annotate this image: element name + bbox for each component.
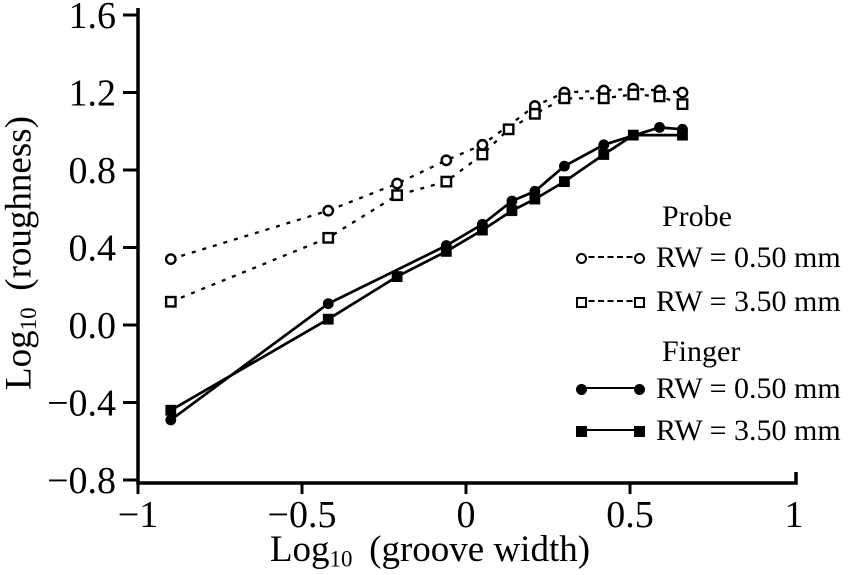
open-square-marker [558, 92, 571, 105]
filled-square-marker [627, 129, 639, 141]
open-circle-marker [676, 86, 689, 99]
dashed-line-sample [579, 299, 642, 302]
open-circle-marker [391, 177, 404, 190]
open-square-icon [634, 296, 645, 308]
filled-square-marker [440, 245, 452, 257]
y-tick-label: 0.4 [69, 228, 117, 270]
filled-circle-marker [506, 195, 518, 207]
x-axis-label-main: Log [269, 529, 330, 570]
y-tick-label: −0.8 [47, 460, 116, 502]
y-tick-label: −0.4 [47, 383, 116, 425]
x-tick-label: 1 [785, 494, 804, 536]
solid-line-sample [579, 386, 642, 389]
legend-entry-finger-rw050: RW = 0.50 mm [576, 374, 841, 404]
x-tick-label: 0.5 [606, 494, 654, 536]
filled-square-marker [529, 193, 541, 205]
filled-square-icon [576, 425, 587, 437]
open-square-marker [440, 175, 453, 188]
y-tick-label: 0.8 [69, 150, 117, 192]
x-tick-label: −1 [118, 494, 158, 536]
filled-square-marker [677, 129, 688, 141]
solid-line-sample [579, 428, 642, 431]
filled-square-icon [634, 425, 645, 437]
legend-sample-filled-circle-solid [576, 383, 645, 396]
filled-square-marker [477, 224, 488, 236]
open-square-marker [476, 148, 489, 161]
filled-circle-icon [634, 383, 645, 395]
filled-square-marker [391, 271, 403, 282]
legend-entry-probe-rw350: RW = 3.50 mm [576, 287, 841, 317]
y-axis-label-main: Log [0, 330, 40, 390]
legend-title-finger: Finger [662, 335, 741, 368]
filled-circle-marker [559, 160, 570, 172]
filled-square-marker [506, 205, 518, 217]
open-circle-icon [634, 252, 645, 264]
open-circle-marker [440, 154, 453, 167]
open-circle-icon [576, 252, 587, 264]
tick-marks [123, 13, 632, 494]
legend-sample-open-square-dashed [576, 296, 645, 309]
y-tick-label: 1.6 [69, 0, 117, 37]
filled-circle-icon [576, 383, 587, 395]
legend-title-probe: Probe [662, 200, 732, 233]
open-square-marker [597, 92, 610, 105]
x-tick-label: −0.5 [268, 494, 337, 536]
legend-label: RW = 3.50 mm [656, 414, 841, 447]
tick-labels: 1.6 1.2 0.8 0.4 0.0 −0.4 −0.8−1 −0.5 0 0.5 1 [47, 0, 803, 536]
x-axis-label-rest: (groove width) [369, 529, 591, 570]
series-markers-1 [164, 88, 689, 308]
open-square-marker [627, 88, 640, 101]
dashed-line-sample [579, 255, 642, 258]
open-square-marker [528, 107, 541, 120]
y-tick-label: 0.0 [69, 305, 117, 347]
legend-entry-finger-rw350: RW = 3.50 mm [576, 416, 841, 446]
open-circle-marker [322, 204, 335, 217]
open-square-marker [502, 123, 515, 136]
filled-circle-marker [322, 298, 334, 310]
y-axis-label: Log10 (roughness) [0, 116, 43, 390]
legend-label: RW = 0.50 mm [656, 372, 841, 405]
filled-circle-marker [598, 139, 610, 151]
open-square-marker [653, 90, 666, 103]
open-square-marker [322, 231, 335, 244]
series-line-0 [170, 87, 683, 261]
legend-sample-filled-square-solid [576, 425, 645, 438]
filled-circle-marker [165, 414, 177, 426]
legend-label: RW = 3.50 mm [656, 285, 841, 318]
open-square-icon [576, 296, 587, 308]
filled-square-marker [559, 176, 570, 188]
y-axis-label-rest: (roughness) [0, 116, 40, 291]
x-axis-label: Log10 (groove width) [100, 528, 760, 573]
series-markers-3 [165, 129, 688, 416]
y-tick-label: 1.2 [69, 73, 117, 115]
x-axis-label-sub: 10 [329, 546, 353, 572]
y-axis-label-sub: 10 [16, 307, 42, 331]
legend-entry-probe-rw050: RW = 0.50 mm [576, 243, 841, 273]
open-circle-marker [164, 253, 177, 266]
filled-square-marker [598, 149, 610, 160]
open-square-marker [391, 189, 404, 202]
filled-square-marker [165, 404, 177, 416]
legend-label: RW = 0.50 mm [656, 241, 841, 274]
filled-circle-marker [654, 121, 665, 133]
open-circle-marker [476, 138, 489, 151]
filled-square-marker [322, 313, 334, 325]
legend-sample-open-circle-dashed [576, 252, 645, 265]
open-square-marker [164, 295, 177, 308]
x-tick-label: 0 [457, 494, 476, 536]
open-square-marker [676, 98, 689, 111]
series-markers-0 [164, 82, 689, 266]
